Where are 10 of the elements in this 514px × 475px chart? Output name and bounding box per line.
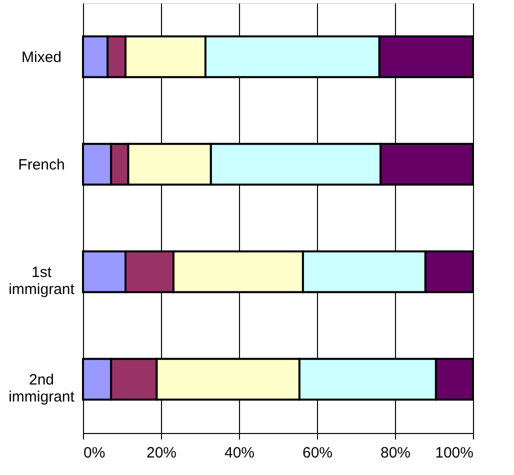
x-tick-label: 20%	[146, 444, 177, 462]
x-tick-label: 100%	[435, 444, 474, 462]
x-tick-label: 0%	[84, 444, 106, 462]
x-tick-label: 60%	[302, 444, 333, 462]
y-tick-label: French	[18, 156, 65, 174]
x-tick-label: 80%	[380, 444, 411, 462]
y-tick-label: 1st immigrant	[8, 264, 76, 298]
y-tick-label: Mixed	[21, 48, 62, 66]
y-tick-label: 2nd immigrant	[8, 371, 76, 406]
x-tick-label: 40%	[224, 444, 255, 462]
